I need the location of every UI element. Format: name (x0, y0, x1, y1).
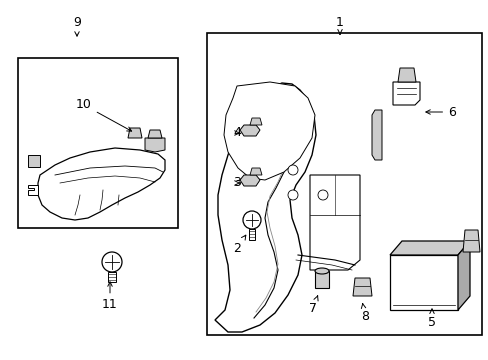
Polygon shape (145, 138, 164, 152)
Text: 5: 5 (427, 309, 435, 328)
Polygon shape (314, 271, 328, 288)
Text: 9: 9 (73, 15, 81, 36)
Ellipse shape (314, 268, 328, 274)
Polygon shape (148, 130, 162, 138)
Polygon shape (224, 82, 314, 180)
Text: 7: 7 (308, 296, 317, 315)
Polygon shape (28, 155, 40, 167)
Polygon shape (240, 125, 260, 136)
Bar (206, 33, 481, 335)
Text: 6: 6 (425, 105, 455, 118)
Polygon shape (249, 168, 262, 175)
Text: 3: 3 (233, 176, 241, 189)
Polygon shape (128, 128, 142, 138)
Polygon shape (240, 175, 260, 186)
Circle shape (317, 190, 327, 200)
Text: 10: 10 (76, 99, 131, 131)
Text: 8: 8 (360, 303, 368, 323)
Text: 4: 4 (233, 126, 241, 139)
Text: 2: 2 (233, 235, 245, 255)
Polygon shape (309, 175, 359, 270)
Polygon shape (389, 255, 457, 310)
Polygon shape (397, 68, 415, 82)
Circle shape (287, 190, 297, 200)
Polygon shape (215, 83, 315, 332)
Circle shape (287, 165, 297, 175)
Polygon shape (392, 82, 419, 105)
Polygon shape (108, 272, 116, 282)
Bar (18, 58, 178, 228)
Polygon shape (389, 241, 469, 255)
Circle shape (243, 211, 261, 229)
Circle shape (102, 252, 122, 272)
Polygon shape (248, 229, 254, 240)
Text: 11: 11 (102, 282, 118, 311)
Polygon shape (38, 148, 164, 220)
Polygon shape (28, 185, 38, 195)
Text: 1: 1 (335, 15, 343, 34)
Polygon shape (457, 241, 469, 310)
Polygon shape (371, 110, 381, 160)
Polygon shape (249, 118, 262, 125)
Polygon shape (352, 278, 371, 296)
Polygon shape (462, 230, 479, 252)
